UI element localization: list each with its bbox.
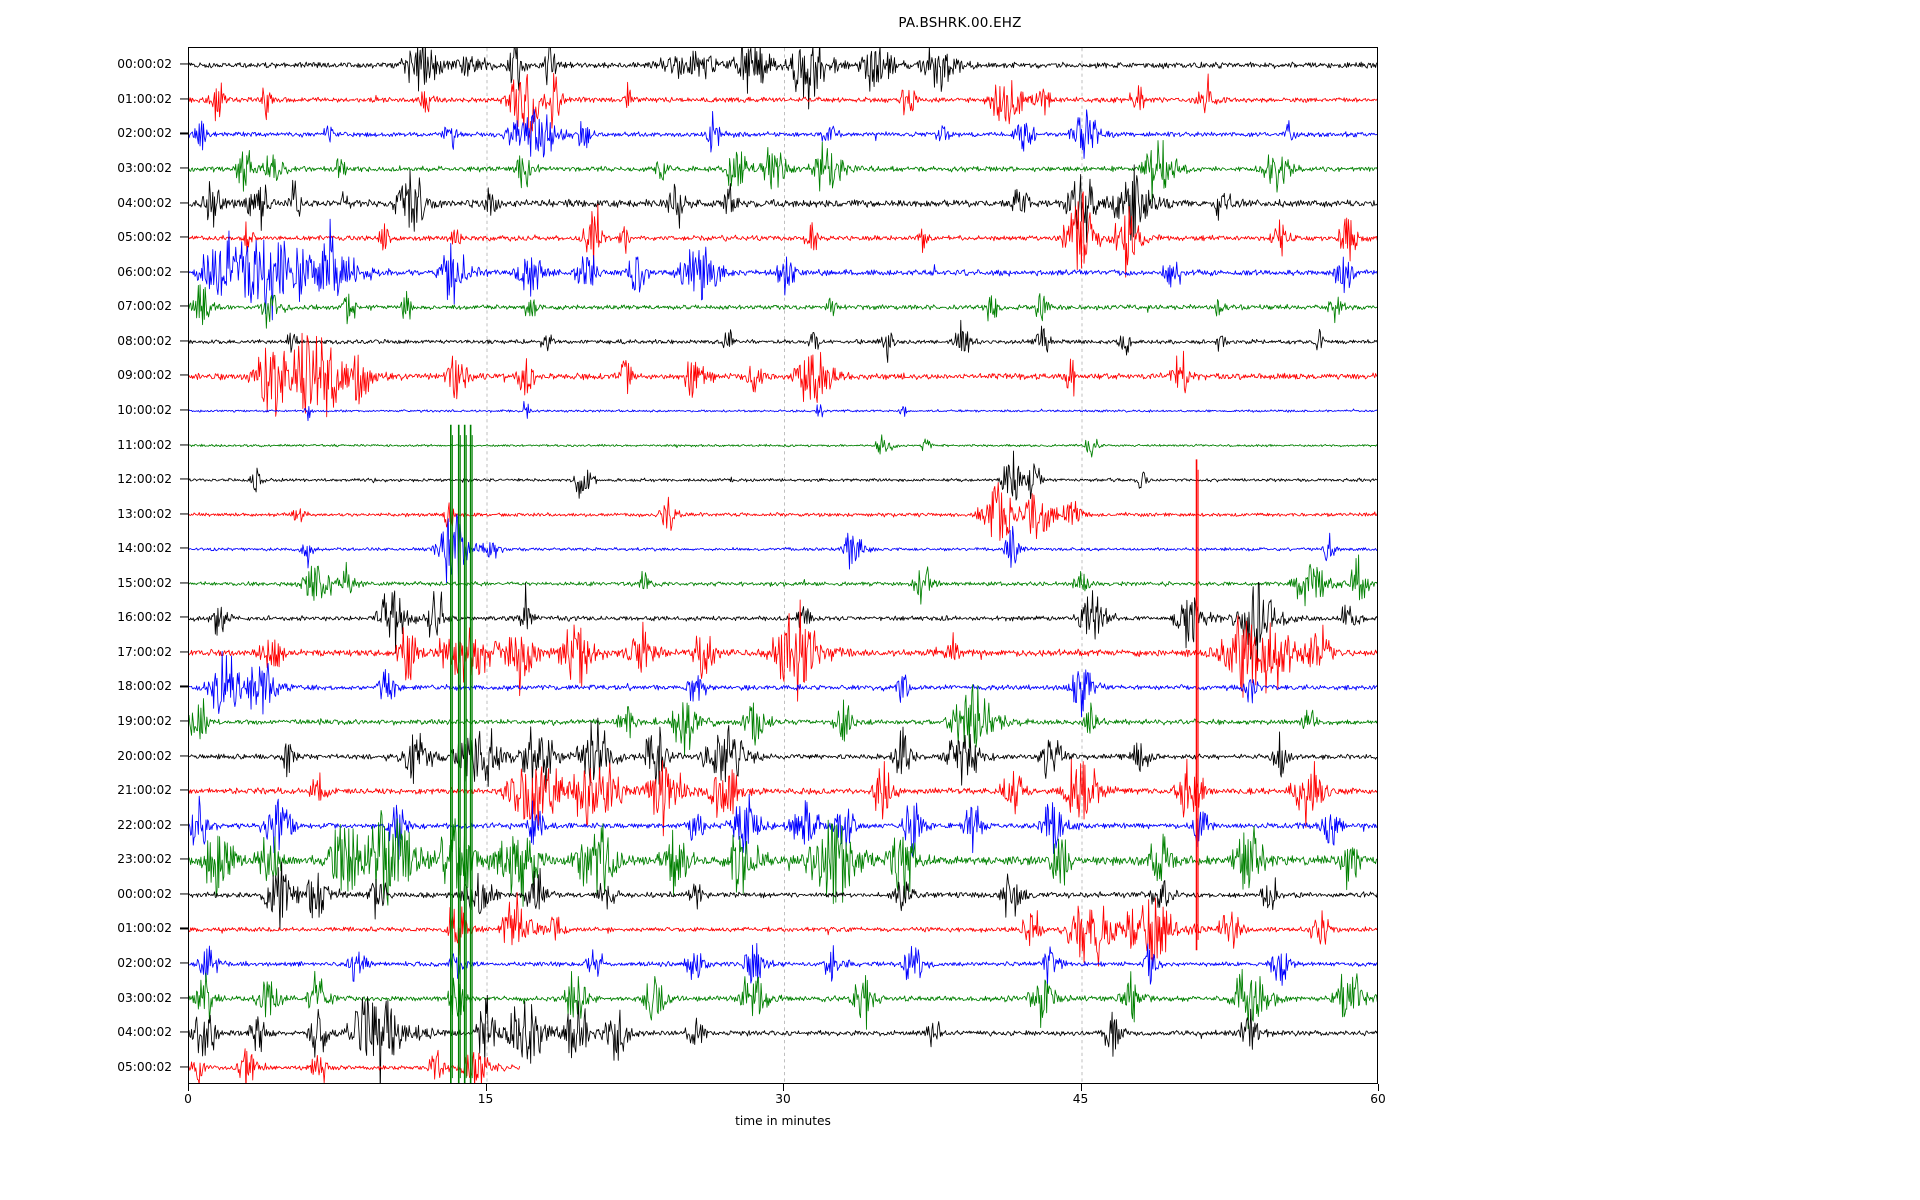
x-axis-tick-labels: 0 15 30 45 60 bbox=[184, 1084, 1386, 1124]
y-tick-mark bbox=[180, 858, 188, 860]
y-tick-label: 02:00:02 bbox=[117, 956, 172, 971]
y-tick-mark bbox=[180, 893, 188, 895]
y-tick-label: 20:00:02 bbox=[117, 748, 172, 763]
y-tick-mark bbox=[180, 962, 188, 964]
plot-area bbox=[188, 47, 1378, 1084]
y-tick-label: 10:00:02 bbox=[117, 402, 172, 417]
page-title: PA.BSHRK.00.EHZ bbox=[898, 15, 1022, 31]
x-tick-label: 30 bbox=[775, 1092, 791, 1106]
y-tick-label: 02:00:02 bbox=[117, 126, 172, 141]
x-tick-label: 60 bbox=[1370, 1092, 1386, 1106]
y-tick-mark bbox=[180, 547, 188, 549]
y-tick-mark bbox=[180, 409, 188, 411]
y-tick-mark bbox=[180, 685, 188, 688]
y-tick-mark bbox=[180, 132, 188, 134]
y-tick-mark bbox=[180, 824, 188, 826]
y-tick-label: 09:00:02 bbox=[117, 368, 172, 383]
y-tick-label: 04:00:02 bbox=[117, 1025, 172, 1040]
x-tick-mark bbox=[188, 1084, 190, 1091]
y-tick-label: 01:00:02 bbox=[117, 91, 172, 106]
x-tick-label: 15 bbox=[477, 1092, 494, 1106]
y-tick-mark bbox=[180, 513, 188, 515]
y-tick-label: 00:00:02 bbox=[117, 886, 172, 901]
y-tick-label: 13:00:02 bbox=[117, 506, 172, 521]
y-tick-mark bbox=[180, 202, 188, 204]
y-tick-label: 05:00:02 bbox=[117, 230, 172, 245]
y-axis-tick-labels: 00:00:02 01:00:02 02:00:02 03:00:02 04:00:02… bbox=[0, 47, 188, 1084]
y-tick-label: 22:00:02 bbox=[117, 817, 172, 832]
y-tick-mark bbox=[180, 271, 188, 273]
y-tick-label: 03:00:02 bbox=[117, 160, 172, 175]
y-tick-label: 17:00:02 bbox=[117, 644, 172, 659]
y-tick-label: 00:00:02 bbox=[117, 57, 172, 72]
y-tick-mark bbox=[180, 167, 188, 169]
x-tick-mark bbox=[485, 1084, 487, 1091]
y-tick-label: 04:00:02 bbox=[117, 195, 172, 210]
y-tick-label: 19:00:02 bbox=[117, 714, 172, 729]
y-tick-mark bbox=[180, 789, 188, 791]
x-tick-label: 0 bbox=[184, 1092, 192, 1106]
y-tick-mark bbox=[180, 582, 188, 584]
y-tick-mark bbox=[180, 1031, 188, 1033]
x-tick-mark bbox=[1080, 1084, 1082, 1091]
x-tick-mark bbox=[783, 1084, 785, 1091]
y-tick-mark bbox=[180, 616, 188, 618]
y-tick-mark bbox=[180, 63, 188, 65]
y-tick-label: 07:00:02 bbox=[117, 299, 172, 314]
y-tick-label: 06:00:02 bbox=[117, 264, 172, 279]
y-tick-label: 23:00:02 bbox=[117, 852, 172, 867]
y-tick-mark bbox=[180, 478, 188, 480]
y-tick-mark bbox=[180, 98, 188, 100]
y-tick-mark bbox=[180, 927, 188, 929]
y-tick-label: 08:00:02 bbox=[117, 333, 172, 348]
x-tick-label: 45 bbox=[1072, 1092, 1089, 1106]
y-tick-label: 01:00:02 bbox=[117, 921, 172, 936]
y-tick-mark bbox=[180, 236, 188, 238]
y-tick-mark bbox=[180, 997, 188, 999]
y-tick-mark bbox=[180, 1066, 188, 1068]
y-tick-mark bbox=[180, 374, 188, 376]
x-tick-mark bbox=[1378, 1084, 1380, 1091]
y-tick-label: 03:00:02 bbox=[117, 990, 172, 1005]
y-tick-label: 18:00:02 bbox=[117, 679, 172, 694]
y-tick-mark bbox=[180, 755, 188, 757]
y-tick-mark bbox=[180, 720, 188, 722]
y-tick-label: 16:00:02 bbox=[117, 610, 172, 625]
y-tick-label: 15:00:02 bbox=[117, 575, 172, 590]
y-tick-label: 21:00:02 bbox=[117, 783, 172, 798]
y-tick-mark bbox=[180, 305, 188, 307]
y-tick-mark bbox=[180, 443, 188, 446]
y-tick-label: 05:00:02 bbox=[117, 1059, 172, 1074]
y-tick-label: 14:00:02 bbox=[117, 541, 172, 556]
y-tick-mark bbox=[180, 651, 188, 653]
y-tick-label: 12:00:02 bbox=[117, 472, 172, 487]
seismogram-canvas bbox=[189, 48, 1377, 1083]
y-tick-label: 11:00:02 bbox=[117, 437, 172, 452]
y-tick-mark bbox=[180, 340, 188, 342]
x-axis-title: time in minutes bbox=[735, 1114, 831, 1128]
